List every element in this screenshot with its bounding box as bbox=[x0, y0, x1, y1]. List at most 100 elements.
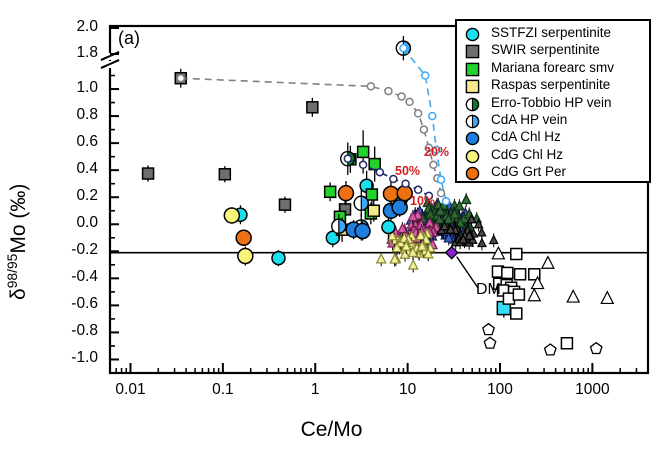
data-point bbox=[466, 213, 477, 224]
data-point bbox=[397, 92, 406, 101]
data-point bbox=[434, 213, 446, 224]
data-point bbox=[343, 154, 353, 163]
y-tick-label: 0.6 bbox=[76, 133, 98, 151]
series-CdA-Chl-Hz bbox=[345, 197, 408, 241]
annotation-20-percent: 20% bbox=[424, 145, 450, 159]
data-point bbox=[432, 145, 441, 155]
legend-marker-shape bbox=[465, 62, 480, 77]
data-point bbox=[510, 247, 523, 261]
data-point bbox=[513, 268, 527, 281]
annotation-50-percent: 50% bbox=[395, 164, 421, 178]
legend-marker-icon bbox=[465, 27, 480, 42]
y-tick-label: -0.8 bbox=[71, 322, 98, 340]
series-CdG-Chl-Hz bbox=[223, 207, 254, 266]
data-point bbox=[527, 287, 542, 302]
y-tick-label: -0.4 bbox=[71, 268, 98, 286]
y-tick-label: 1.8 bbox=[76, 44, 98, 61]
legend-marker-icon bbox=[465, 62, 480, 77]
data-point bbox=[399, 248, 411, 259]
data-point bbox=[476, 226, 487, 237]
data-point bbox=[271, 250, 286, 266]
panel-label: (a) bbox=[118, 28, 140, 48]
data-point-left-half bbox=[353, 195, 362, 211]
data-point bbox=[424, 143, 434, 153]
y-axis-species: Mo (‰) bbox=[7, 183, 30, 254]
legend-marker-shape bbox=[465, 45, 480, 59]
data-point bbox=[389, 174, 398, 184]
y-tick-label: 0.2 bbox=[76, 187, 98, 205]
data-point bbox=[223, 207, 241, 224]
y-tick-label: -0.2 bbox=[71, 241, 98, 259]
data-point bbox=[218, 167, 232, 181]
series-mixing-curve-blue bbox=[399, 43, 451, 206]
data-point bbox=[501, 266, 514, 280]
y-axis-delta: δ bbox=[7, 288, 30, 300]
y-tick-label: 0.4 bbox=[76, 160, 98, 178]
data-point bbox=[176, 73, 186, 83]
data-point bbox=[464, 230, 475, 240]
legend-marker-shape bbox=[465, 132, 480, 146]
legend-label: CdG Grt Per bbox=[491, 164, 567, 180]
legend-marker-icon bbox=[465, 166, 480, 181]
data-point bbox=[416, 240, 428, 251]
data-point bbox=[356, 145, 370, 159]
data-point bbox=[235, 229, 252, 247]
data-point bbox=[400, 240, 412, 251]
x-tick-label: 0.1 bbox=[212, 381, 234, 398]
data-point bbox=[366, 82, 376, 91]
data-point bbox=[530, 275, 545, 290]
data-point bbox=[460, 193, 472, 205]
data-point bbox=[510, 307, 523, 320]
legend-label: CdA HP vein bbox=[491, 112, 568, 127]
data-point bbox=[401, 179, 410, 188]
axis-break-mark bbox=[100, 59, 120, 69]
y-axis-superscript: 98/95 bbox=[4, 253, 20, 289]
series-mixing-curve-grey bbox=[176, 73, 446, 198]
data-point bbox=[386, 229, 398, 241]
data-point bbox=[512, 288, 526, 301]
data-point bbox=[483, 336, 497, 349]
data-point bbox=[389, 252, 401, 264]
series-mixing-curve-navy bbox=[343, 154, 434, 201]
y-tick-label: 0.0 bbox=[76, 214, 98, 232]
y-tick-label: 1.0 bbox=[76, 79, 98, 97]
data-point bbox=[453, 199, 465, 211]
series-literature-yellow-triangles bbox=[375, 226, 436, 273]
legend-marker-icon bbox=[465, 114, 480, 129]
data-point bbox=[589, 341, 603, 355]
x-axis-title: Ce/Mo bbox=[300, 418, 363, 441]
plot-frame bbox=[108, 24, 650, 375]
data-point bbox=[384, 86, 393, 96]
series-open-pentagons bbox=[482, 322, 603, 356]
legend-marker-shape-left-half bbox=[465, 114, 474, 129]
data-point bbox=[354, 222, 371, 240]
data-point bbox=[445, 223, 456, 234]
legend-label: Raspas serpentinite bbox=[491, 77, 611, 93]
data-point bbox=[566, 289, 581, 303]
legend-label: Erro-Tobbio HP vein bbox=[491, 94, 612, 110]
annotation-10-percent: 10% bbox=[410, 194, 436, 208]
data-point bbox=[560, 337, 574, 350]
legend-label: SSTFZI serpentinite bbox=[491, 25, 612, 40]
legend-marker-shape bbox=[465, 79, 480, 94]
legend-label: SWIR serpentinite bbox=[491, 42, 600, 58]
data-point bbox=[396, 222, 408, 234]
plot-area bbox=[100, 24, 650, 375]
data-point bbox=[419, 125, 429, 134]
legend-marker-icon bbox=[465, 149, 480, 164]
data-point bbox=[600, 290, 615, 305]
legend-marker-icon bbox=[465, 79, 480, 94]
data-point bbox=[443, 213, 454, 224]
series-purple-diamond-DM bbox=[444, 245, 459, 260]
data-point bbox=[407, 258, 419, 270]
y-axis-title: δ98/95Mo (‰) bbox=[4, 184, 31, 300]
data-point bbox=[358, 160, 368, 170]
legend-label: CdA Chl Hz bbox=[491, 129, 561, 145]
data-point-left-half bbox=[331, 218, 340, 234]
x-tick-label: 1 bbox=[310, 381, 320, 398]
data-point bbox=[435, 204, 446, 216]
data-point bbox=[449, 208, 461, 219]
data-point bbox=[391, 241, 403, 253]
data-point bbox=[420, 71, 430, 80]
data-point bbox=[436, 188, 446, 198]
